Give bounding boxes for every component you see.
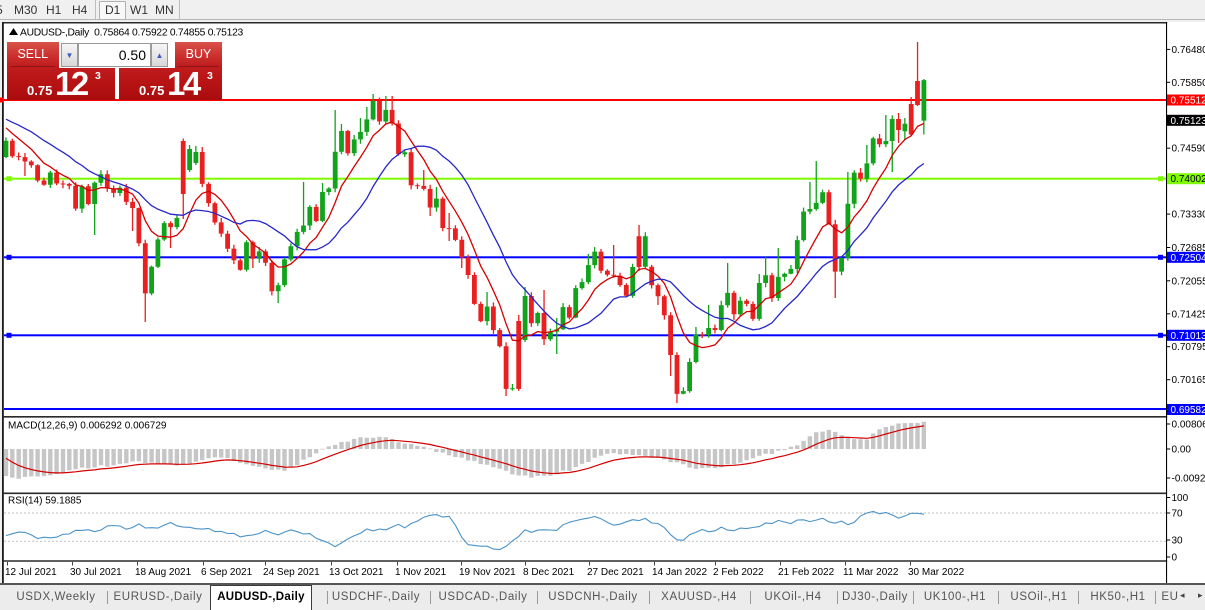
svg-text:-0.00928: -0.00928 [1172, 474, 1205, 485]
svg-text:0.74590: 0.74590 [1172, 144, 1205, 155]
svg-text:MACD(12,26,9) 0.006292 0.00672: MACD(12,26,9) 0.006292 0.006729 [8, 421, 167, 432]
svg-text:0.75850: 0.75850 [1172, 78, 1205, 89]
svg-text:1 Nov 2021: 1 Nov 2021 [395, 567, 447, 578]
svg-text:0.70165: 0.70165 [1172, 375, 1205, 386]
svg-text:0.75512: 0.75512 [1171, 96, 1205, 107]
svg-text:0.73330: 0.73330 [1172, 210, 1205, 221]
svg-text:18 Aug 2021: 18 Aug 2021 [135, 567, 192, 578]
svg-text:30 Jul 2021: 30 Jul 2021 [70, 567, 122, 578]
svg-text:13 Oct 2021: 13 Oct 2021 [329, 567, 384, 578]
svg-text:6 Sep 2021: 6 Sep 2021 [201, 567, 253, 578]
svg-text:30: 30 [1172, 536, 1184, 547]
svg-text:0.70795: 0.70795 [1172, 342, 1205, 353]
svg-text:0.75123: 0.75123 [1171, 116, 1205, 127]
svg-text:0.74002: 0.74002 [1171, 174, 1205, 185]
svg-text:24 Sep 2021: 24 Sep 2021 [263, 567, 320, 578]
svg-text:0.00: 0.00 [1172, 445, 1192, 456]
svg-text:0.71425: 0.71425 [1172, 309, 1205, 320]
svg-text:0.72685: 0.72685 [1172, 243, 1205, 254]
svg-text:0.71013: 0.71013 [1171, 331, 1205, 342]
svg-text:0: 0 [1172, 553, 1178, 564]
svg-text:30 Mar 2022: 30 Mar 2022 [908, 567, 965, 578]
svg-text:0.69582: 0.69582 [1171, 405, 1205, 416]
svg-text:27 Dec 2021: 27 Dec 2021 [587, 567, 644, 578]
svg-text:11 Mar 2022: 11 Mar 2022 [843, 567, 899, 578]
svg-text:0.72504: 0.72504 [1171, 253, 1205, 264]
svg-text:100: 100 [1172, 493, 1189, 504]
svg-text:0.00806: 0.00806 [1172, 420, 1205, 431]
svg-text:2 Feb 2022: 2 Feb 2022 [713, 567, 764, 578]
svg-text:8 Dec 2021: 8 Dec 2021 [523, 567, 575, 578]
svg-text:19 Nov 2021: 19 Nov 2021 [459, 567, 516, 578]
svg-text:12 Jul 2021: 12 Jul 2021 [5, 567, 57, 578]
svg-text:RSI(14) 59.1885: RSI(14) 59.1885 [8, 496, 82, 507]
svg-text:AUDUSD-,Daily 0.75864 0.75922: AUDUSD-,Daily 0.75864 0.75922 0.74855 0.… [20, 28, 244, 39]
svg-text:21 Feb 2022: 21 Feb 2022 [778, 567, 835, 578]
svg-text:14 Jan 2022: 14 Jan 2022 [652, 567, 707, 578]
svg-text:0.76480: 0.76480 [1172, 45, 1205, 56]
svg-text:0.72055: 0.72055 [1172, 276, 1205, 287]
svg-text:70: 70 [1172, 509, 1184, 520]
